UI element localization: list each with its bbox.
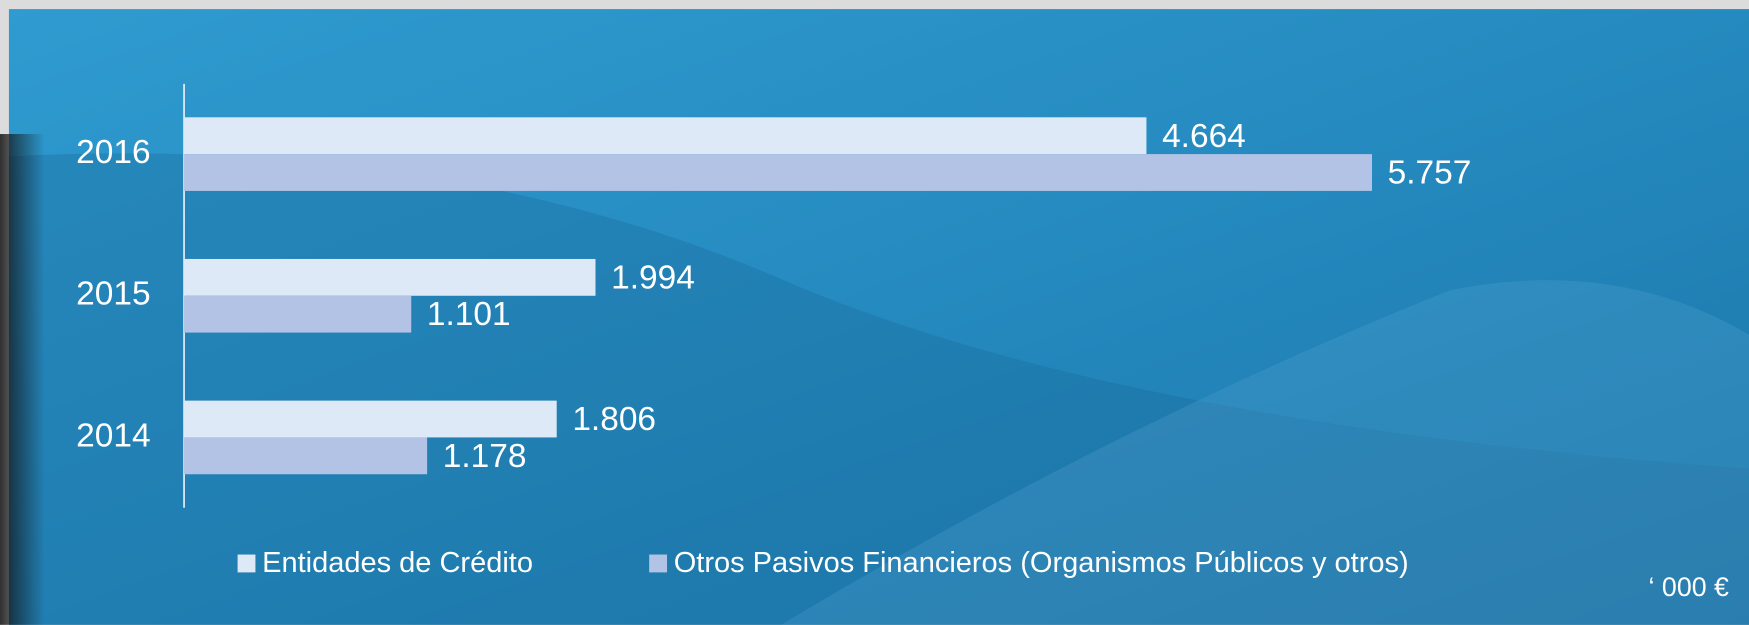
value-label: 1.806 [572,401,656,438]
background-shape [780,280,1749,625]
bar [184,154,1372,191]
legend-swatch [649,554,668,573]
y-tick-label: 2015 [76,276,150,313]
value-label: 1.178 [443,438,527,475]
background-shade [0,134,45,625]
value-label: 5.757 [1388,155,1472,192]
bar [184,258,596,296]
y-tick-label: 2016 [76,134,150,171]
legend-label: Otros Pasivos Financieros (Organismos Pú… [674,547,1409,579]
value-label: 1.994 [611,259,695,296]
unit-note: ‘ 000 € [1649,572,1729,602]
bar [184,295,412,333]
legend-label: Entidades de Crédito [262,547,533,579]
bar [184,117,1147,155]
bar [184,400,557,438]
value-label: 1.101 [427,296,511,333]
y-tick-label: 2014 [76,417,150,454]
value-label: 4.664 [1162,118,1246,155]
legend-swatch [237,554,256,573]
bar [184,437,428,475]
